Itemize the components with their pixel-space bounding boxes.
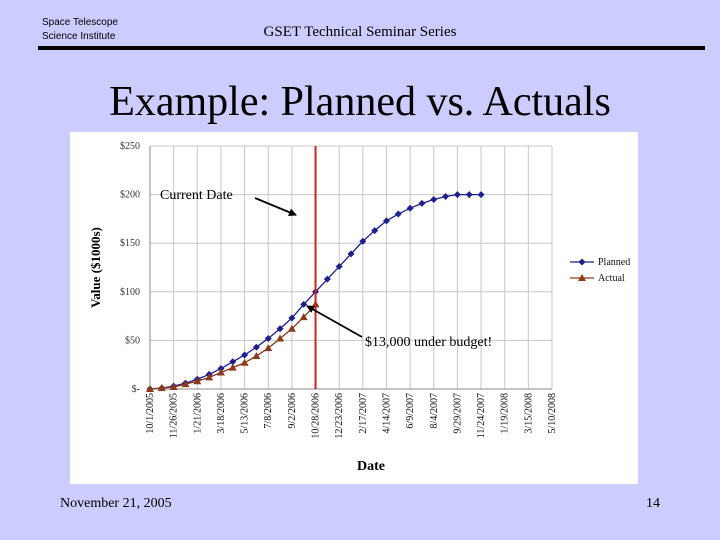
x-tick-label: 11/26/2005 [169,393,180,438]
point-planned [264,334,272,342]
annotation-arrow [306,305,363,338]
x-tick-labels: 10/1/2005 11/26/2005 1/21/2006 3/18/2006 5/1… [145,393,558,439]
legend-label: Actual [598,273,625,284]
x-tick-label: 8/4/2007 [429,393,440,429]
point-actual [169,383,178,391]
x-tick-label: 9/29/2007 [452,393,463,434]
x-tick-label: 3/18/2006 [216,393,227,434]
point-actual [264,344,273,352]
footer-date: November 21, 2005 [60,496,172,511]
y-tick-labels: $- $50 $100 $150 $200 $250 [120,141,140,395]
annotation-current-date: Current Date [160,188,233,203]
annotation-arrow [254,197,297,217]
x-tick-label: 3/15/2008 [523,393,534,434]
point-actual [287,324,296,332]
point-actual [252,351,261,359]
point-actual [216,368,225,376]
x-tick-label: 7/8/2006 [263,393,274,429]
point-planned [241,351,249,359]
x-tick-label: 5/10/2008 [547,393,558,434]
chart-annotations: Current Date $13,000 under budget! [160,188,492,350]
x-tick-label: 1/19/2008 [500,393,511,434]
x-tick-label: 2/17/2007 [358,393,369,434]
point-actual [193,377,202,385]
point-planned [465,191,473,199]
y-tick-label: $150 [120,238,140,249]
header-rule [38,46,705,50]
point-planned [252,343,260,351]
y-tick-label: $50 [125,335,140,346]
x-tick-label: 5/13/2006 [240,393,251,434]
point-actual [181,380,190,388]
point-planned [288,314,296,322]
point-actual [228,363,237,371]
point-planned [453,191,461,199]
x-tick-label: 4/14/2007 [381,393,392,434]
point-planned [406,204,414,212]
y-tick-label: $200 [120,190,140,201]
header-org: Space Telescope Science Institute [42,16,118,44]
legend-marker-diamond [578,258,586,266]
y-tick-label: $250 [120,141,140,152]
point-actual [276,334,285,342]
chart-panel: $- $50 $100 $150 $200 $250 10/1/2005 11/26/200… [70,132,638,484]
point-planned [359,237,367,245]
point-actual [146,385,154,392]
page-number: 14 [646,496,660,511]
point-actual [205,373,214,381]
point-actual [240,358,249,366]
chart-legend: Planned Actual [570,257,630,284]
header-series-title: GSET Technical Seminar Series [263,24,457,40]
point-actual [157,384,166,392]
point-planned [442,193,450,201]
slide-title: Example: Planned vs. Actuals [109,79,611,125]
x-tick-label: 9/2/2006 [287,393,298,429]
x-tick-label: 1/21/2006 [192,393,203,434]
point-planned [430,195,438,203]
point-planned [418,199,426,207]
x-tick-label: 12/23/2006 [334,393,345,439]
point-planned [347,250,355,258]
point-planned [382,217,390,225]
annotation-under-budget: $13,000 under budget! [365,335,492,350]
point-planned [335,263,343,271]
x-tick-label: 11/24/2007 [476,393,487,438]
header-org-line2: Science Institute [42,31,116,42]
point-planned [323,275,331,283]
point-planned [477,191,485,199]
point-planned [276,325,284,333]
legend-marker-triangle [578,274,586,281]
point-planned [394,210,402,218]
x-tick-label: 10/28/2006 [311,393,322,439]
x-tick-label: 10/1/2005 [145,393,156,434]
point-planned [229,358,237,366]
point-planned [371,227,379,235]
planned-vs-actual-chart: $- $50 $100 $150 $200 $250 10/1/2005 11/26/200… [88,141,630,474]
y-tick-label: $- [132,384,140,395]
x-tick-label: 6/9/2007 [405,393,416,429]
y-axis-label: Value ($1000s) [88,227,103,308]
legend-label: Planned [598,257,630,268]
chart-grid [149,145,553,390]
x-axis-label: Date [357,459,385,474]
point-planned [300,300,308,308]
header-org-line1: Space Telescope [42,17,118,28]
y-tick-label: $100 [120,287,140,298]
point-actual [299,313,308,321]
